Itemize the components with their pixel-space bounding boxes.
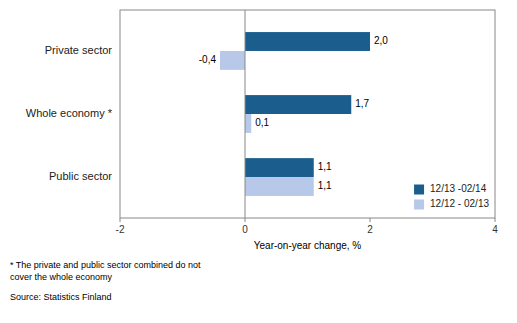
x-tick-label: -2	[116, 224, 125, 235]
legend-swatch	[414, 200, 424, 210]
bar	[245, 158, 314, 177]
x-tick	[495, 218, 496, 222]
legend: 12/13 -02/14 12/12 - 02/13	[414, 183, 489, 209]
data-label: 2,0	[374, 35, 388, 46]
data-label: 1,1	[318, 180, 332, 191]
y-tick-label: Private sector	[45, 44, 113, 56]
data-label: 1,7	[355, 98, 369, 109]
x-tick	[370, 218, 371, 222]
legend-label: 12/13 -02/14	[430, 183, 487, 194]
annotation-line: Source: Statistics Finland	[10, 292, 112, 302]
bar	[245, 177, 314, 196]
data-label: 0,1	[255, 117, 269, 128]
x-tick	[245, 218, 246, 222]
y-tick-label: Whole economy *	[26, 107, 113, 119]
plot-frame	[120, 10, 495, 218]
legend-swatch	[414, 185, 424, 195]
x-tick	[120, 218, 121, 222]
x-axis-label: Year-on-year change, %	[254, 240, 362, 251]
chart: -2 0 2 4 Public sector Whole economy * Private…	[0, 0, 517, 323]
y-tick-label: Public sector	[49, 170, 112, 182]
bar	[245, 114, 251, 133]
data-label: -0,4	[199, 54, 217, 65]
bars	[220, 32, 370, 196]
annotation: * The private and public sector combined…	[10, 260, 201, 282]
bar	[245, 95, 351, 114]
x-tick-label: 0	[242, 224, 248, 235]
bar	[220, 51, 245, 70]
x-tick-label: 4	[492, 224, 498, 235]
annotation-line: * The private and public sector combined…	[10, 260, 201, 270]
annotation: Source: Statistics Finland	[10, 292, 112, 302]
data-label: 1,1	[318, 161, 332, 172]
x-tick-label: 2	[367, 224, 373, 235]
bar	[245, 32, 370, 51]
zero-line	[245, 10, 246, 218]
legend-label: 12/12 - 02/13	[430, 198, 489, 209]
annotation-line: cover the whole economy	[10, 272, 113, 282]
